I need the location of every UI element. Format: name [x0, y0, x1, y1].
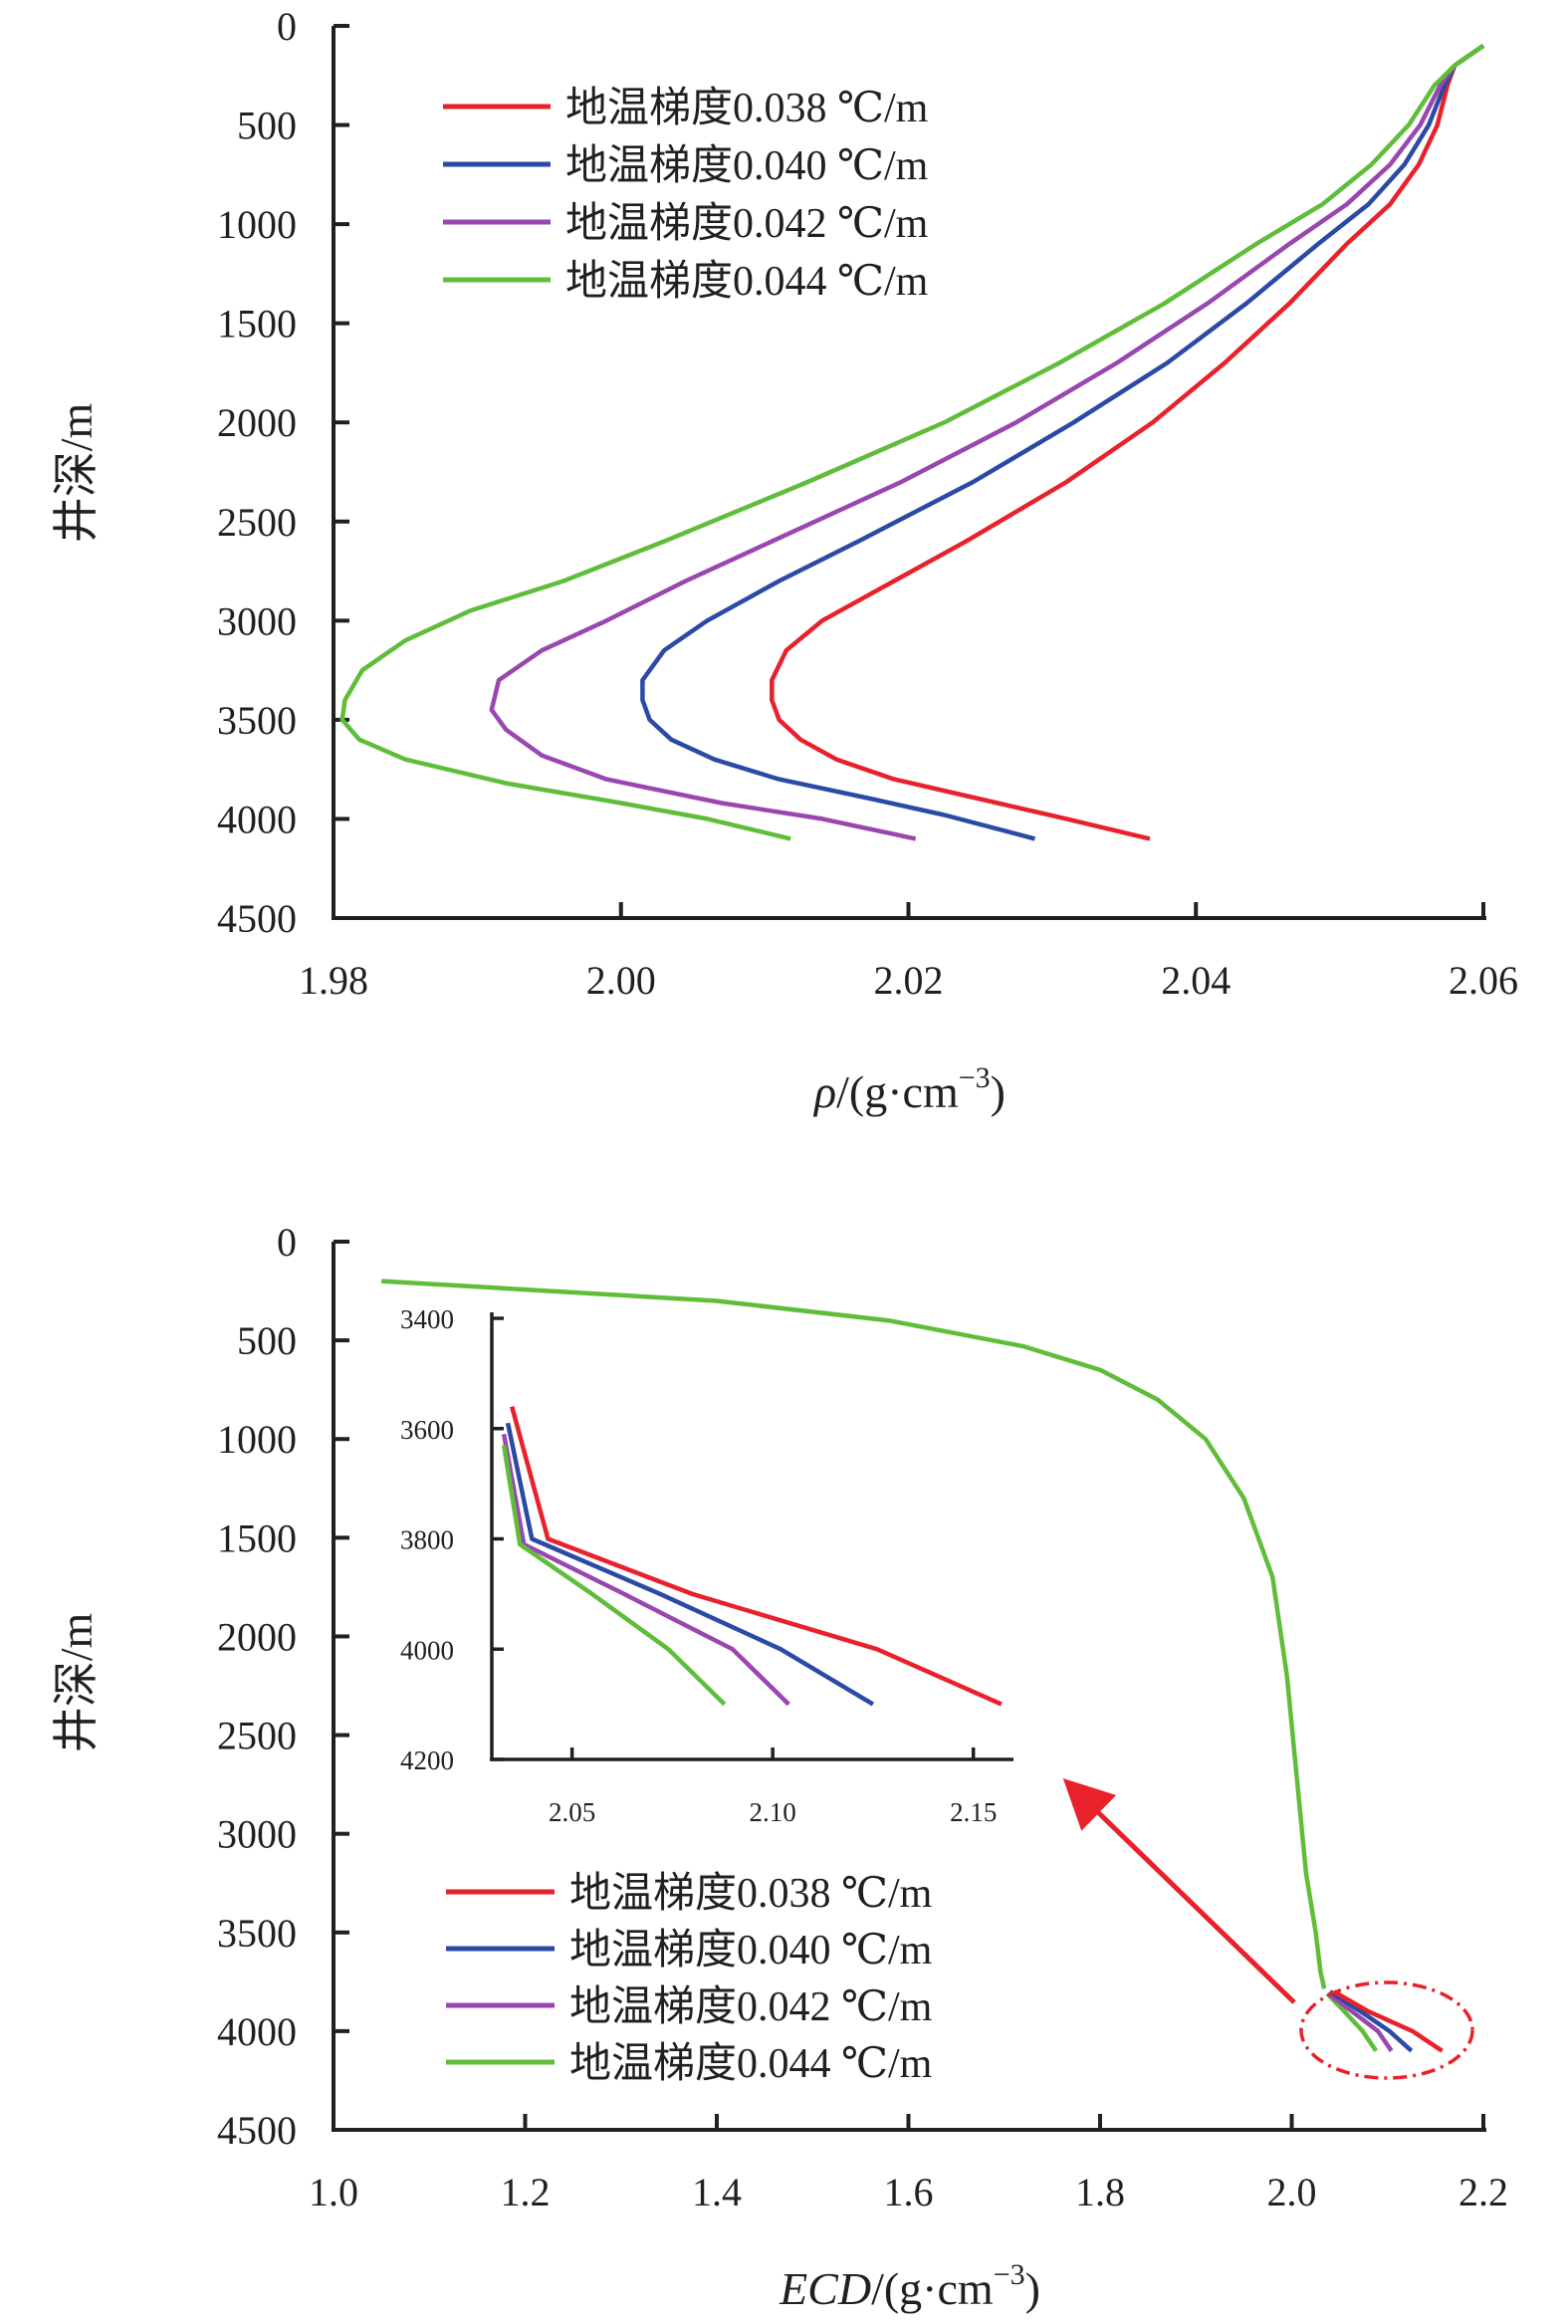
x-tick-label: 2.06 — [1449, 958, 1518, 1003]
legend-label-3: 地温梯度0.044 ℃/m — [565, 259, 929, 305]
legend-label-2: 地温梯度0.042 ℃/m — [565, 201, 929, 247]
x-axis-title-unit: /(g·cm — [871, 2263, 994, 2314]
x-tick-label: 1.2 — [501, 2170, 551, 2214]
x-axis-title-exponent: −3 — [994, 2258, 1025, 2291]
x-tick-label: 2.05 — [549, 1797, 595, 1827]
y-tick-label: 4500 — [217, 896, 297, 941]
x-tick-label: 2.15 — [950, 1797, 997, 1827]
series-line-2 — [489, 44, 1485, 841]
y-tick-label: 2500 — [217, 1714, 297, 1758]
y-tick-label: 1000 — [217, 202, 297, 247]
y-tick-label: 3800 — [400, 1525, 454, 1555]
x-tick-label: 2.04 — [1161, 958, 1231, 1003]
series-line-3 — [1325, 1991, 1379, 2052]
x-tick-label: 2.10 — [750, 1797, 796, 1827]
series-line-0 — [770, 44, 1485, 841]
x-axis-title-exponent: −3 — [959, 1061, 991, 1094]
y-tick-label: 1500 — [217, 302, 297, 347]
inset-plot: 3400 3600 3800 4000 4200 2.05 2.10 2.15 — [400, 1304, 1013, 1827]
common-curve — [380, 1278, 1327, 1989]
legend-label-3: 地温梯度0.044 ℃/m — [569, 2041, 933, 2087]
series-line-3 — [339, 44, 1485, 841]
y-tick-label: 1000 — [217, 1417, 297, 1462]
y-tick-label: 500 — [237, 104, 297, 148]
legend-label-1: 地温梯度0.040 ℃/m — [569, 1928, 933, 1974]
y-tick-label: 2000 — [217, 1614, 297, 1659]
y-axis-title: 井深/m — [51, 1613, 102, 1753]
y-tick-label: 2500 — [217, 500, 297, 545]
x-tick-label: 2.00 — [586, 958, 656, 1003]
y-axis-title: 井深/m — [51, 403, 102, 544]
x-tick-label: 1.0 — [309, 2170, 358, 2214]
x-tick-label: 1.6 — [884, 2170, 934, 2214]
y-tick-label: 0 — [277, 1220, 297, 1265]
inset-series-line-1 — [505, 1422, 875, 1707]
legend-label-1: 地温梯度0.040 ℃/m — [565, 143, 929, 189]
y-tick-label: 500 — [237, 1318, 297, 1363]
zoom-arrow — [1062, 1778, 1296, 2004]
x-tick-label: 2.0 — [1267, 2170, 1317, 2214]
x-axis-title-symbol: ECD — [779, 2263, 871, 2314]
y-tick-label: 4000 — [217, 2009, 297, 2054]
y-tick-label: 1500 — [217, 1515, 297, 1560]
x-axis-title-symbol: ρ — [812, 1066, 836, 1117]
x-tick-label: 1.8 — [1075, 2170, 1125, 2214]
y-tick-label: 4000 — [400, 1635, 454, 1665]
y-tick-label: 3400 — [400, 1304, 454, 1334]
x-tick-label: 2.02 — [874, 958, 944, 1003]
y-tick-label: 4000 — [217, 797, 297, 841]
y-tick-label: 4500 — [217, 2108, 297, 2153]
legend-label-0: 地温梯度0.038 ℃/m — [569, 1871, 933, 1917]
y-tick-label: 3500 — [217, 1911, 297, 1956]
x-axis-title-close: ) — [991, 1066, 1006, 1117]
y-tick-label: 2000 — [217, 400, 297, 445]
inset-series-line-0 — [510, 1406, 1003, 1707]
series-line-1 — [1328, 1989, 1414, 2053]
y-tick-label: 3000 — [217, 1812, 297, 1857]
inset-series-line-3 — [501, 1445, 727, 1707]
legend: 地温梯度0.038 ℃/m 地温梯度0.040 ℃/m 地温梯度0.042 ℃/… — [446, 1871, 933, 2087]
zoom-region-ellipse — [1299, 1980, 1474, 2080]
y-tick-label: 4200 — [400, 1745, 454, 1775]
x-tick-label: 1.98 — [299, 958, 368, 1003]
legend-label-0: 地温梯度0.038 ℃/m — [565, 86, 929, 131]
x-axis-title: ECD/(g·cm−3) — [779, 2258, 1040, 2314]
y-tick-label: 3000 — [217, 598, 297, 643]
chart-density: 0 500 1000 1500 2000 2500 3000 3500 4000 4500 1.9… — [51, 4, 1518, 1117]
series-line-2 — [1326, 1991, 1394, 2052]
legend-label-2: 地温梯度0.042 ℃/m — [569, 1984, 933, 2030]
x-axis-title-close: ) — [1025, 2263, 1040, 2314]
chart-ecd: 0 500 1000 1500 2000 2500 3000 3500 4000 4500 1.0… — [51, 1220, 1508, 2314]
x-axis-title-unit: /(g·cm — [836, 1066, 959, 1117]
legend: 地温梯度0.038 ℃/m 地温梯度0.040 ℃/m 地温梯度0.042 ℃/… — [443, 86, 929, 305]
y-tick-label: 3500 — [217, 698, 297, 743]
y-tick-label: 3600 — [400, 1415, 454, 1445]
series-line-0 — [1332, 1989, 1444, 2053]
y-tick-label: 0 — [277, 4, 297, 49]
x-tick-label: 2.2 — [1458, 2170, 1508, 2214]
x-tick-label: 1.4 — [692, 2170, 742, 2214]
inset-series-line-2 — [501, 1433, 790, 1707]
series-line-1 — [640, 44, 1485, 841]
x-axis-title: ρ/(g·cm−3) — [812, 1061, 1006, 1117]
